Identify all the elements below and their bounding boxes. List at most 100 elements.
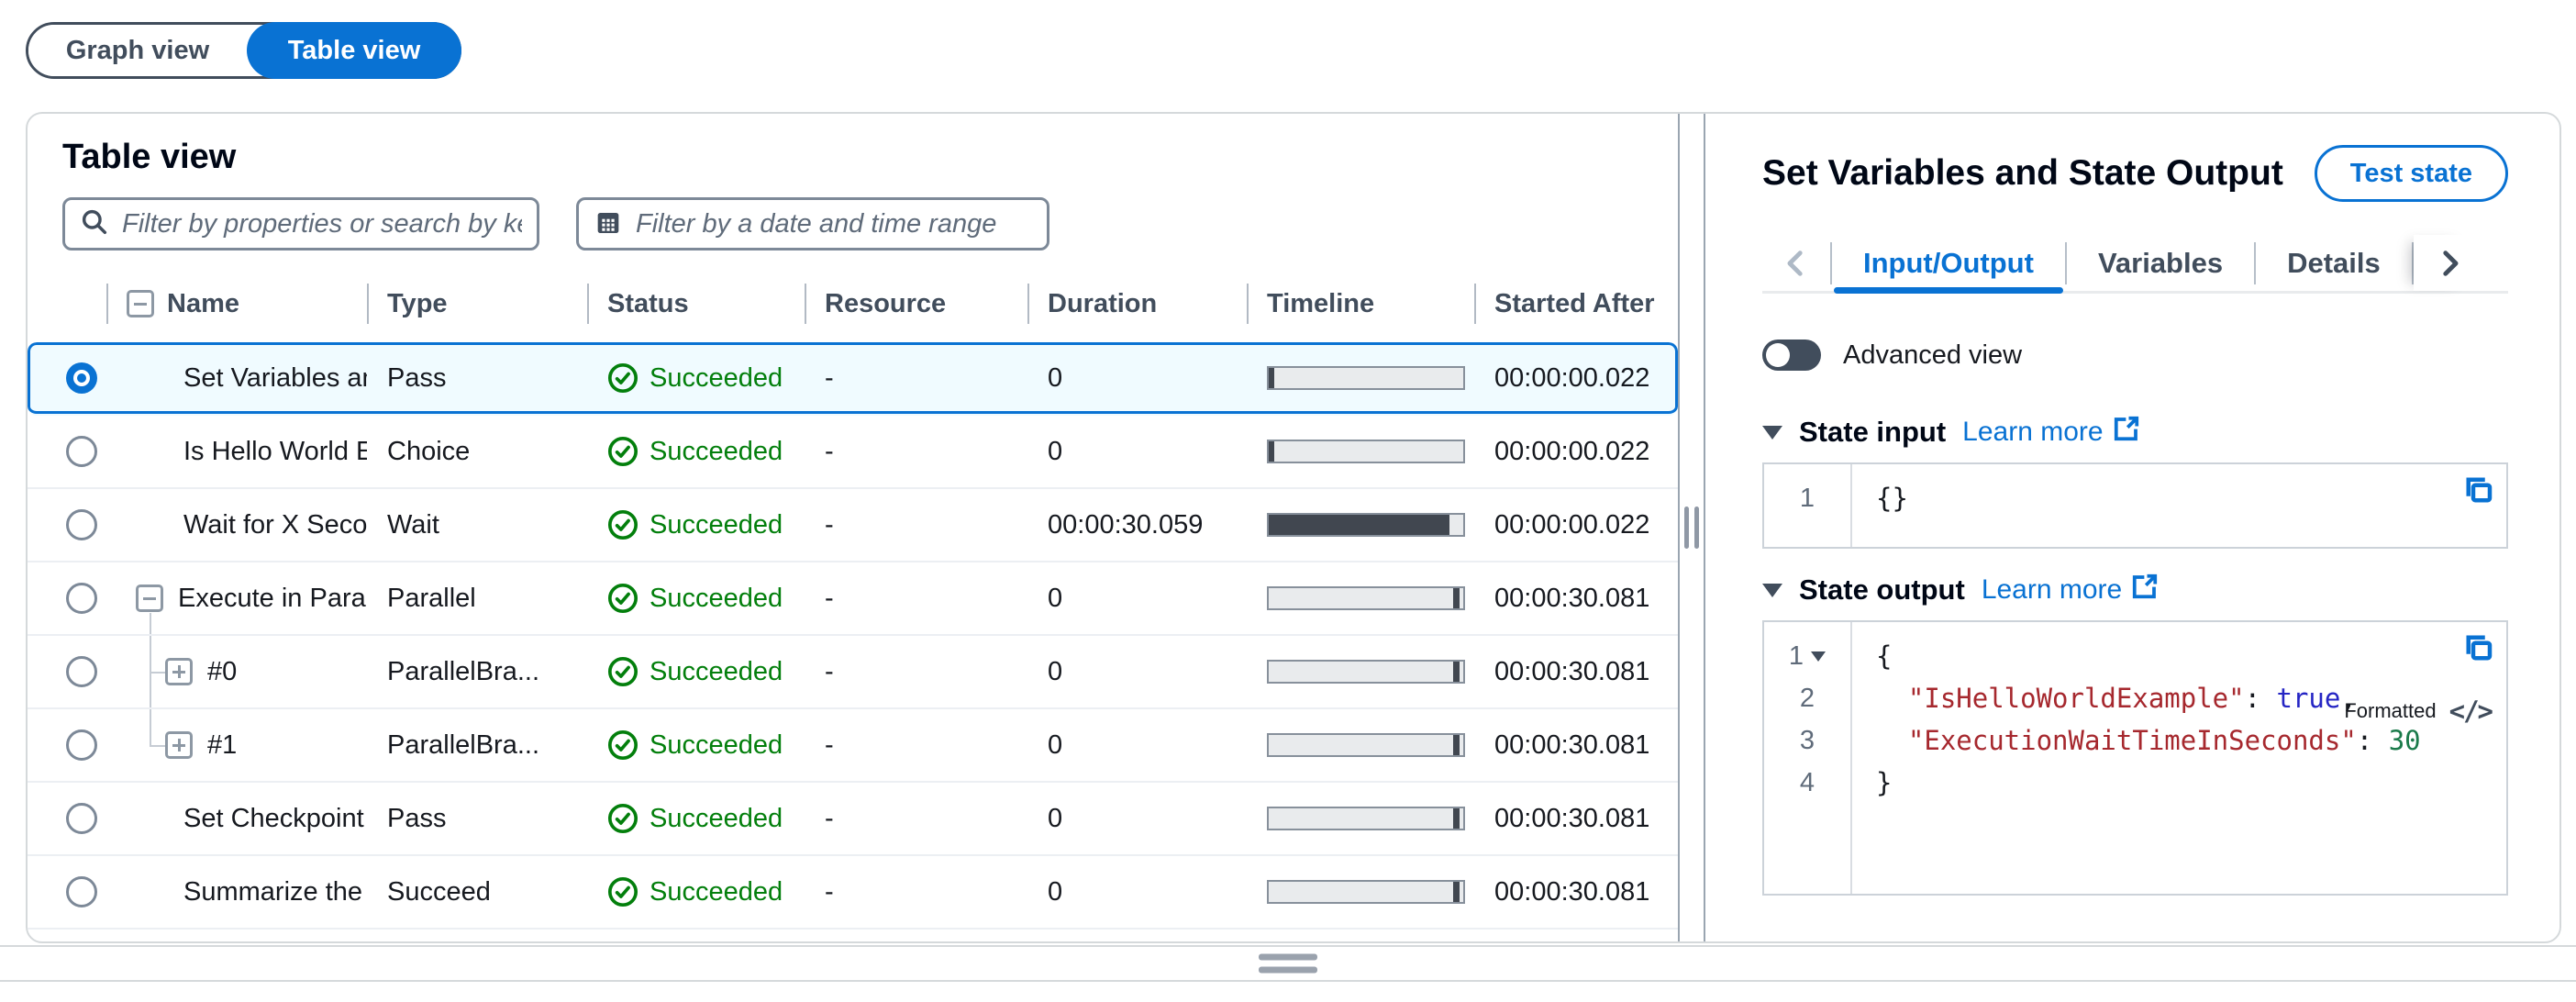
collapse-all-icon[interactable] [127, 290, 154, 317]
state-output-heading: State output [1799, 573, 1965, 606]
line-number: 4 [1799, 767, 1815, 797]
advanced-view-toggle[interactable] [1762, 340, 1821, 371]
row-radio-button[interactable] [66, 362, 97, 394]
row-radio-cell [28, 803, 106, 834]
code-token: true [2276, 683, 2341, 714]
state-type: ParallelBra... [387, 729, 540, 760]
state-duration: 0 [1048, 583, 1063, 613]
table-row[interactable]: Is Hello World E Choice Succeeded - 0 00:00:0… [28, 416, 1678, 489]
date-range-filter-input[interactable] [636, 200, 1032, 248]
state-type: ParallelBra... [387, 656, 540, 686]
table-row[interactable]: Wait for X Secon Wait Succeeded - 00:00:30.0… [28, 489, 1678, 562]
split-panel-divider[interactable] [1680, 114, 1704, 941]
code-token: {} [1876, 483, 1908, 514]
status-label: Succeeded [650, 583, 783, 613]
expand-row-icon[interactable] [165, 731, 193, 759]
tab-input-output[interactable]: Input/Output [1832, 235, 2065, 294]
timeline-bar [1267, 440, 1465, 463]
state-started-after: 00:00:30.081 [1494, 876, 1650, 907]
state-input-learn-more-link[interactable]: Learn more [1962, 415, 2139, 450]
tabs-scroll-right-button[interactable] [2414, 235, 2472, 291]
timeline-bar-fill [1453, 662, 1460, 682]
state-started-after: 00:00:00.022 [1494, 362, 1650, 393]
copy-icon[interactable] [2462, 473, 2495, 507]
state-type: Choice [387, 436, 471, 466]
graph-view-button[interactable]: Graph view [28, 25, 247, 76]
state-output-collapse-caret-icon[interactable] [1762, 583, 1782, 597]
calendar-icon [594, 207, 623, 241]
execution-detail-card: Table view Name Type Sta [26, 112, 2561, 943]
state-type: Succeed [387, 876, 491, 907]
properties-filter-input[interactable] [122, 200, 522, 248]
state-name-cell: Is Hello World E [106, 416, 367, 487]
table-row[interactable]: Set Variables an Pass Succeeded - 0 00:00:00.… [28, 342, 1678, 416]
table-row[interactable]: Summarize the Succeed Succeeded - 0 00:00:30.… [28, 856, 1678, 930]
row-radio-button[interactable] [66, 656, 97, 687]
table-row[interactable]: #0 ParallelBra... Succeeded - 0 00:00:30.081 [28, 636, 1678, 709]
code-view-icon[interactable]: </> [2448, 696, 2493, 727]
state-input-collapse-caret-icon[interactable] [1762, 425, 1782, 440]
state-timeline-cell [1247, 586, 1474, 610]
row-radio-button[interactable] [66, 583, 97, 614]
tab-variables[interactable]: Variables [2097, 246, 2224, 279]
status-label: Succeeded [650, 729, 783, 760]
timeline-bar [1267, 880, 1465, 904]
succeeded-check-icon [607, 803, 638, 834]
fold-caret-icon[interactable] [1811, 651, 1827, 662]
state-type: Parallel [387, 583, 476, 613]
tabs-scroll-left-button[interactable] [1762, 235, 1830, 291]
editor-code: { "IsHelloWorldExample": true, "Executio… [1852, 622, 2506, 894]
line-number: 1 [1764, 635, 1850, 677]
row-radio-button[interactable] [66, 876, 97, 907]
state-name: Is Hello World E [183, 436, 367, 466]
state-name-cell: Set Checkpoint [106, 783, 367, 854]
properties-filter[interactable] [62, 197, 539, 250]
state-duration: 0 [1048, 362, 1063, 393]
row-radio-button[interactable] [66, 803, 97, 834]
vertical-resize-grip[interactable] [1684, 507, 1699, 549]
code-token: : [2356, 725, 2389, 756]
table-view-button[interactable]: Table view [247, 22, 461, 79]
code-line: "ExecutionWaitTimeInSeconds": 30 [1876, 719, 2506, 762]
header-started-after: Started After [1474, 265, 1678, 342]
row-radio-button[interactable] [66, 436, 97, 467]
expand-row-icon[interactable] [165, 658, 193, 685]
collapse-row-icon[interactable] [136, 584, 163, 612]
timeline-bar [1267, 366, 1465, 390]
search-icon [80, 207, 109, 241]
copy-icon[interactable] [2462, 631, 2495, 664]
state-started-after: 00:00:00.022 [1494, 436, 1650, 466]
panel-resize-bar[interactable] [0, 945, 2576, 982]
table-view-pane: Table view Name Type Sta [28, 114, 1680, 941]
timeline-bar [1267, 586, 1465, 610]
row-radio-button[interactable] [66, 729, 97, 761]
table-row[interactable]: Set Checkpoint Pass Succeeded - 0 00:00:30.08… [28, 783, 1678, 856]
header-status: Status [587, 265, 805, 342]
state-status: Succeeded [587, 656, 805, 687]
code-token: } [1876, 767, 1893, 798]
state-output-learn-more-link[interactable]: Learn more [1982, 573, 2159, 607]
code-token: "ExecutionWaitTimeInSeconds" [1907, 725, 2357, 756]
row-radio-cell [28, 656, 106, 687]
row-radio-button[interactable] [66, 509, 97, 540]
view-mode-toggle[interactable]: Graph view Table view [26, 22, 461, 79]
timeline-bar-fill [1269, 515, 1450, 535]
table-row[interactable]: #1 ParallelBra... Succeeded - 0 00:00:30.081 [28, 709, 1678, 783]
tab-details[interactable]: Details [2287, 246, 2381, 279]
table-row[interactable]: Execute in Paral Parallel Succeeded - 0 00:00… [28, 562, 1678, 636]
row-radio-cell [28, 362, 106, 394]
row-radio-cell [28, 583, 106, 614]
test-state-button[interactable]: Test state [2314, 145, 2508, 202]
date-range-filter[interactable] [576, 197, 1049, 250]
line-number: 1 [1799, 483, 1815, 513]
state-timeline-cell [1247, 513, 1474, 537]
state-started-after: 00:00:30.081 [1494, 656, 1650, 686]
horizontal-resize-grip[interactable] [1259, 953, 1317, 974]
code-token: { [1876, 640, 1893, 672]
succeeded-check-icon [607, 656, 638, 687]
state-duration: 0 [1048, 436, 1063, 466]
timeline-bar [1267, 660, 1465, 684]
state-detail-pane: Set Variables and State Output Test stat… [1704, 114, 2559, 941]
state-resource: - [825, 436, 834, 466]
state-detail-title: Set Variables and State Output [1762, 153, 2283, 193]
